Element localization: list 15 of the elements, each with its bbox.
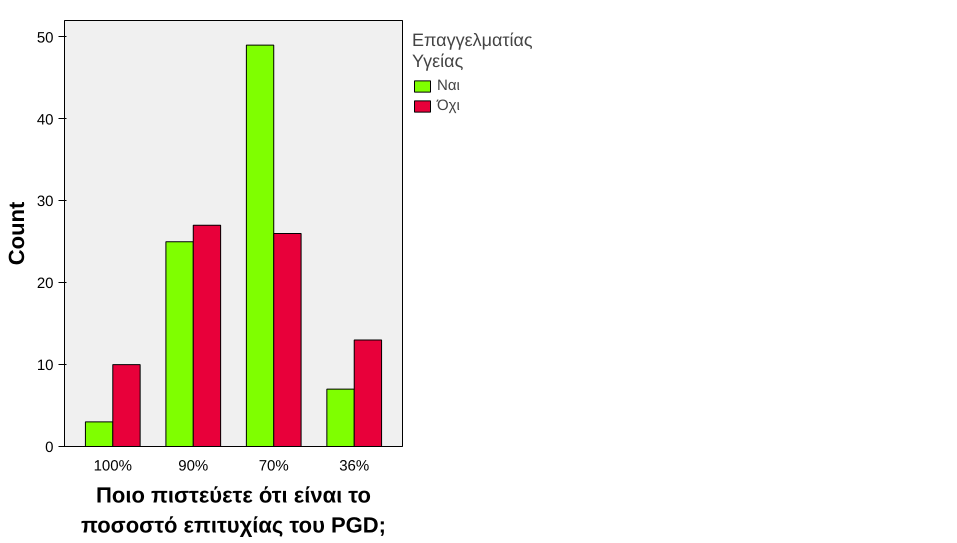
legend-title: Επαγγελματίας Υγείας [412,30,533,72]
legend-label: Όχι [437,97,460,114]
y-tick-label: 50 [36,29,54,46]
x-tick-label: 70% [258,458,289,474]
y-tick-label: 10 [36,357,54,374]
x-axis-title: Ποιο πιστεύετε ότι είναι το ποσοστό επιτυχίας του PGD; [80,482,386,538]
x-tick-label: 100% [94,458,132,474]
x-tick-label: 36% [339,458,370,474]
y-tick-label: 40 [36,111,54,128]
y-tick-label: 20 [36,275,54,292]
y-tick-label: 0 [45,439,54,456]
legend-label: Ναι [437,77,460,94]
x-tick-label: 90% [178,458,208,474]
y-tick-label: 30 [36,193,54,210]
y-axis-title: Count [4,201,29,266]
